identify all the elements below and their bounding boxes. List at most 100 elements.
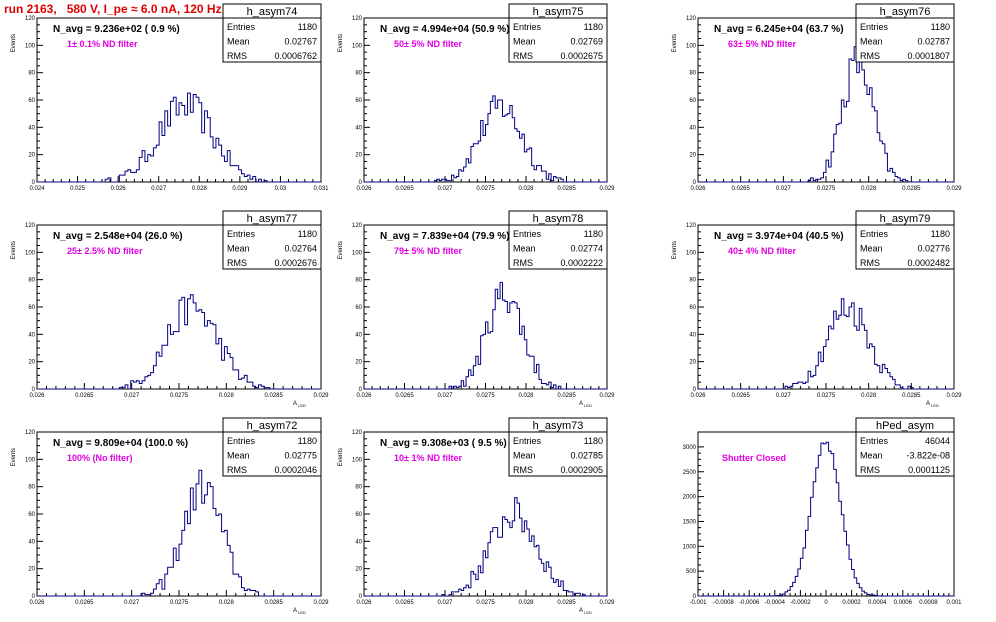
y-tick-label: 40 xyxy=(355,332,362,338)
y-tick-label: 40 xyxy=(28,332,35,338)
x-tick-label: 0.029 xyxy=(946,186,962,192)
x-axis-label: A LED xyxy=(579,608,592,615)
x-tick-label: 0.0265 xyxy=(731,186,750,192)
stats-value: 1180 xyxy=(298,436,317,446)
y-tick-label: 3000 xyxy=(683,445,697,451)
y-axis-label: Events xyxy=(672,34,678,52)
navg-label: N_avg = 3.974e+04 (40.5 %) xyxy=(714,231,844,242)
y-axis-label: Events xyxy=(338,241,344,259)
y-tick-label: 20 xyxy=(28,567,35,573)
y-tick-label: 0 xyxy=(359,594,363,600)
x-tick-label: 0.0265 xyxy=(395,393,414,399)
navg-label: N_avg = 6.245e+04 (63.7 %) xyxy=(714,24,844,35)
y-axis-label: Events xyxy=(672,241,678,259)
y-tick-label: 100 xyxy=(686,250,697,256)
y-tick-label: 80 xyxy=(28,485,35,491)
x-tick-label: 0.029 xyxy=(599,393,615,399)
stats-title: h_asym76 xyxy=(880,6,931,18)
stats-value: 1180 xyxy=(298,229,317,239)
y-tick-label: 0 xyxy=(359,180,363,186)
stats-title: h_asym73 xyxy=(533,420,584,432)
stats-value: 0.0002046 xyxy=(274,465,317,475)
stats-label: RMS xyxy=(860,51,880,61)
stats-label: RMS xyxy=(860,258,880,268)
x-tick-label: 0.029 xyxy=(599,600,615,606)
stats-box xyxy=(222,431,322,477)
y-tick-label: 60 xyxy=(355,305,362,311)
navg-label: N_avg = 9.236e+02 ( 0.9 %) xyxy=(53,24,180,35)
stats-box xyxy=(508,17,608,63)
x-tick-label: 0.0265 xyxy=(395,600,414,606)
stats-label: RMS xyxy=(513,51,533,61)
y-tick-label: 0 xyxy=(359,387,363,393)
stats-value: 1180 xyxy=(931,229,950,239)
stats-label: Entries xyxy=(513,22,542,32)
stats-title: h_asym79 xyxy=(880,213,931,225)
filter-label: 25± 2.5% ND filter xyxy=(67,246,143,256)
histogram-line xyxy=(698,46,954,183)
y-tick-label: 2000 xyxy=(683,495,697,501)
y-tick-label: 1500 xyxy=(683,519,697,525)
stats-box xyxy=(508,224,608,270)
x-tick-label: 0.028 xyxy=(219,393,235,399)
y-tick-label: 0 xyxy=(693,387,697,393)
y-tick-label: 40 xyxy=(28,539,35,545)
run-title: run 2163, 580 V, I_pe ≈ 6.0 nA, 120 Hz xyxy=(4,2,222,16)
y-tick-label: 60 xyxy=(28,98,35,104)
y-tick-label: 60 xyxy=(355,512,362,518)
x-tick-label: 0.0285 xyxy=(902,186,921,192)
stats-value: 1180 xyxy=(931,22,950,32)
x-axis-label: A LED xyxy=(926,401,939,408)
x-tick-label: 0.029 xyxy=(599,186,615,192)
x-tick-label: 0.027 xyxy=(437,186,453,192)
filter-label: 50± 5% ND filter xyxy=(394,39,462,49)
histogram-line xyxy=(37,469,321,597)
y-axis-label: Events xyxy=(11,241,17,259)
y-axis-label: Events xyxy=(338,448,344,466)
y-tick-label: 80 xyxy=(689,71,696,77)
stats-value: 0.0006762 xyxy=(274,51,317,61)
stats-box xyxy=(855,431,955,477)
x-axis-label: A LED xyxy=(293,608,306,615)
stats-value: 0.02785 xyxy=(570,451,603,461)
y-tick-label: 80 xyxy=(355,278,362,284)
x-tick-label: 0.0285 xyxy=(557,186,576,192)
stats-label: Mean xyxy=(513,451,536,461)
x-tick-label: 0.0265 xyxy=(75,600,94,606)
x-tick-label: 0.025 xyxy=(70,186,86,192)
y-tick-label: 0 xyxy=(32,387,36,393)
y-tick-label: 120 xyxy=(25,223,36,229)
stats-box xyxy=(855,224,955,270)
stats-label: RMS xyxy=(227,258,247,268)
stats-box xyxy=(508,431,608,477)
y-tick-label: 100 xyxy=(25,457,36,463)
histogram-line xyxy=(364,281,607,390)
y-tick-label: 100 xyxy=(352,250,363,256)
y-tick-label: 20 xyxy=(689,153,696,159)
y-tick-label: 20 xyxy=(355,360,362,366)
y-axis-label: Events xyxy=(11,448,17,466)
x-tick-label: 0.031 xyxy=(313,186,329,192)
histogram-line xyxy=(698,298,954,390)
stats-label: RMS xyxy=(227,465,247,475)
x-tick-label: 0.0275 xyxy=(476,393,495,399)
stats-value: 0.0001807 xyxy=(907,51,950,61)
panel-hPed_asym: -0.001 -0.0008 -0.0006 -0.0004 -0.0002 0 0.000… xyxy=(683,417,962,606)
x-tick-label: -0.001 xyxy=(689,600,707,606)
stats-title: hPed_asym xyxy=(876,420,934,432)
y-tick-label: 80 xyxy=(355,485,362,491)
x-tick-label: 0.024 xyxy=(29,186,45,192)
x-tick-label: 0.027 xyxy=(776,186,792,192)
y-tick-label: 100 xyxy=(352,457,363,463)
y-tick-label: 40 xyxy=(355,539,362,545)
y-tick-label: 120 xyxy=(352,223,363,229)
y-tick-label: 0 xyxy=(693,180,697,186)
x-tick-label: 0.026 xyxy=(690,393,706,399)
x-tick-label: 0.027 xyxy=(437,600,453,606)
stats-title: h_asym77 xyxy=(247,213,298,225)
x-tick-label: 0.029 xyxy=(313,600,329,606)
x-tick-label: 0.0285 xyxy=(264,393,283,399)
x-tick-label: 0.0285 xyxy=(902,393,921,399)
x-tick-label: 0.028 xyxy=(861,186,877,192)
histogram-line xyxy=(37,92,321,183)
